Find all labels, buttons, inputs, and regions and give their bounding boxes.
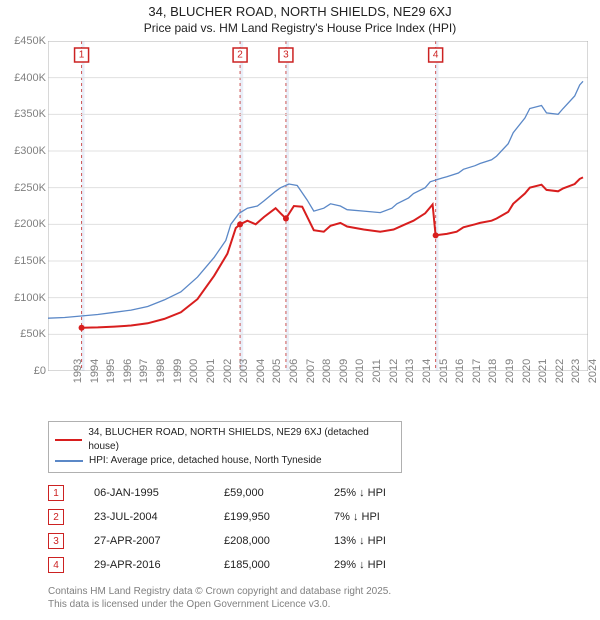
footer-attribution: Contains HM Land Registry data © Crown c…	[48, 585, 600, 611]
transaction-row: 1 06-JAN-1995£59,00025% ↓ HPI	[48, 481, 600, 505]
transaction-row: 3 27-APR-2007£208,00013% ↓ HPI	[48, 529, 600, 553]
transaction-pct: 25% ↓ HPI	[334, 487, 444, 499]
y-tick-label: £100K	[14, 292, 46, 304]
y-tick-label: £200K	[14, 218, 46, 230]
transaction-marker: 3	[48, 533, 64, 549]
line-chart: 1 2 3 4	[48, 41, 588, 371]
y-tick-label: £400K	[14, 72, 46, 84]
transaction-date: 06-JAN-1995	[94, 487, 224, 499]
legend-swatch	[55, 460, 83, 462]
transaction-price: £199,950	[224, 511, 334, 523]
y-tick-label: £50K	[20, 328, 46, 340]
y-tick-label: £150K	[14, 255, 46, 267]
y-tick-label: £350K	[14, 108, 46, 120]
y-tick-label: £0	[34, 365, 46, 377]
legend-label: 34, BLUCHER ROAD, NORTH SHIELDS, NE29 6X…	[88, 426, 395, 454]
page-title: 34, BLUCHER ROAD, NORTH SHIELDS, NE29 6X…	[0, 4, 600, 19]
svg-text:2: 2	[237, 50, 243, 61]
transaction-date: 23-JUL-2004	[94, 511, 224, 523]
transaction-row: 2 23-JUL-2004£199,9507% ↓ HPI	[48, 505, 600, 529]
transaction-price: £59,000	[224, 487, 334, 499]
page-subtitle: Price paid vs. HM Land Registry's House …	[0, 21, 600, 35]
legend-label: HPI: Average price, detached house, Nort…	[89, 454, 322, 468]
transaction-date: 27-APR-2007	[94, 535, 224, 547]
chart-area: £0£50K£100K£150K£200K£250K£300K£350K£400…	[48, 41, 600, 371]
transaction-row: 4 29-APR-2016£185,00029% ↓ HPI	[48, 553, 600, 577]
x-axis-labels: 1993199419951996199719981999200020012002…	[48, 371, 600, 415]
transaction-marker: 1	[48, 485, 64, 501]
y-tick-label: £250K	[14, 182, 46, 194]
transaction-pct: 13% ↓ HPI	[334, 535, 444, 547]
footer-line: Contains HM Land Registry data © Crown c…	[48, 585, 600, 598]
transaction-price: £185,000	[224, 559, 334, 571]
svg-text:4: 4	[433, 50, 439, 61]
legend: 34, BLUCHER ROAD, NORTH SHIELDS, NE29 6X…	[48, 421, 402, 473]
x-tick-label: 2025	[580, 359, 600, 383]
legend-item: HPI: Average price, detached house, Nort…	[55, 454, 395, 468]
y-tick-label: £300K	[14, 145, 46, 157]
svg-text:3: 3	[283, 50, 289, 61]
transactions-table: 1 06-JAN-1995£59,00025% ↓ HPI 2 23-JUL-2004…	[48, 481, 600, 577]
transaction-marker: 2	[48, 509, 64, 525]
legend-swatch	[55, 439, 82, 441]
transaction-price: £208,000	[224, 535, 334, 547]
transaction-pct: 7% ↓ HPI	[334, 511, 444, 523]
legend-item: 34, BLUCHER ROAD, NORTH SHIELDS, NE29 6X…	[55, 426, 395, 454]
transaction-marker: 4	[48, 557, 64, 573]
transaction-date: 29-APR-2016	[94, 559, 224, 571]
y-tick-label: £450K	[14, 35, 46, 47]
footer-line: This data is licensed under the Open Gov…	[48, 598, 600, 611]
svg-text:1: 1	[79, 50, 85, 61]
transaction-pct: 29% ↓ HPI	[334, 559, 444, 571]
